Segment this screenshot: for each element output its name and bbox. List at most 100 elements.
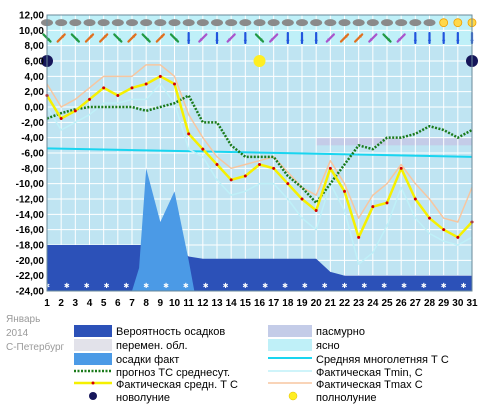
wind-arrowhead-icon xyxy=(103,34,108,38)
y-tick-label: -20,00 xyxy=(16,256,45,267)
tavg-point xyxy=(428,216,431,220)
cloud-icon xyxy=(281,19,294,27)
snow-mark: ✱ xyxy=(421,282,427,290)
x-tick-label: 4 xyxy=(87,298,93,309)
wind-arrowhead-icon xyxy=(174,38,179,42)
wind-arrowhead-icon xyxy=(47,38,51,42)
tavg-point xyxy=(158,74,162,78)
legend-newmoon-marker xyxy=(89,392,97,400)
y-tick-label: 0,00 xyxy=(25,103,45,114)
wind-arrowhead-icon xyxy=(146,38,150,42)
y-tick-label: -12,00 xyxy=(16,195,45,206)
y-tick-label: -6,00 xyxy=(21,149,44,160)
tavg-point xyxy=(116,94,120,97)
cloud-icon xyxy=(310,19,323,27)
tavg-point xyxy=(442,228,446,232)
legend-precip-prob-label: Вероятность осадков xyxy=(116,326,225,338)
cloud-icon xyxy=(182,19,195,27)
x-tick-label: 15 xyxy=(240,298,252,309)
cloud-icon xyxy=(196,19,209,27)
x-tick-label: 31 xyxy=(466,298,478,309)
fullmoon-marker xyxy=(253,55,266,67)
x-tick-label: 22 xyxy=(339,298,351,309)
snow-mark: ✱ xyxy=(461,282,467,290)
tavg-point xyxy=(343,189,346,193)
x-tick-label: 6 xyxy=(115,298,121,309)
tavg-point xyxy=(229,178,233,182)
x-tick-label: 16 xyxy=(254,298,266,309)
wind-arrowhead-icon xyxy=(441,39,446,43)
tavg-point xyxy=(102,86,106,90)
cloud-icon xyxy=(83,19,96,27)
cloud-icon xyxy=(126,19,138,27)
year-label: 2014 xyxy=(6,328,29,339)
y-tick-label: -24,00 xyxy=(16,287,45,298)
snow-mark: ✱ xyxy=(401,282,407,290)
legend-tavg-marker xyxy=(91,381,95,385)
tavg-point xyxy=(272,166,276,170)
x-tick-label: 14 xyxy=(226,298,238,309)
x-tick-label: 1 xyxy=(44,298,50,309)
wind-arrowhead-icon xyxy=(314,39,318,43)
cloud-icon xyxy=(253,19,266,27)
plot-border xyxy=(46,14,473,292)
wind-arrowhead-icon xyxy=(456,39,460,43)
y-tick-label: -2,00 xyxy=(21,118,44,129)
y-tick-label: 6,00 xyxy=(25,57,45,68)
tavg-point xyxy=(215,163,219,166)
x-tick-label: 23 xyxy=(353,298,365,309)
y-tick-label: 4,00 xyxy=(25,72,45,83)
wind-arrowhead-icon xyxy=(300,39,304,43)
snow-mark: ✱ xyxy=(322,282,328,290)
tavg-point xyxy=(328,166,332,170)
wind-arrowhead-icon xyxy=(259,38,264,42)
wind-arrowhead-icon xyxy=(61,34,65,38)
x-axis: 1 2 3 4 5 6 7 8 9 10 11 12 13 14 15 16 17 18 19 20 21 22 23 24 2… xyxy=(44,298,478,309)
legend-precip-prob-swatch xyxy=(74,325,112,337)
snow-mark: ✱ xyxy=(282,282,288,290)
legend-overcast-swatch xyxy=(268,325,312,337)
wind-arrowhead-icon xyxy=(118,38,122,42)
x-tick-label: 7 xyxy=(129,298,135,309)
tavg-point xyxy=(300,197,304,201)
legend-clear-swatch xyxy=(268,339,312,351)
cloud-icon xyxy=(154,19,167,27)
snow-mark: ✱ xyxy=(302,282,308,290)
tavg-point xyxy=(399,166,403,170)
wind-arrowhead-icon xyxy=(387,38,391,42)
tmin-line xyxy=(46,83,473,265)
tavg-point xyxy=(357,235,361,239)
x-tick-label: 10 xyxy=(169,298,181,309)
legend-newmoon-label: новолуние xyxy=(116,392,170,404)
tavg-point xyxy=(201,147,205,151)
x-tick-label: 18 xyxy=(282,298,294,309)
y-tick-label: 12,00 xyxy=(19,11,44,22)
wind-arrowhead-icon xyxy=(89,34,94,38)
cloud-icon xyxy=(55,19,68,27)
y-tick-label: -14,00 xyxy=(16,210,45,221)
x-tick-label: 8 xyxy=(143,298,149,309)
sun-icon xyxy=(439,18,449,28)
cloud-icon xyxy=(366,19,379,27)
cloud-icon xyxy=(296,19,308,27)
y-axis: 12,00 10,00 8,00 6,00 4,00 2,00 0,00 -2,00 -4,00… xyxy=(16,11,45,298)
longterm-line xyxy=(46,147,473,158)
y-tick-label: -4,00 xyxy=(21,133,44,144)
plot-area: ✱ ✱ ✱ ✱ ✱ ✱ ✱ ✱ ✱ ✱ ✱ ✱ ✱ ✱ ✱ ✱ ✱ ✱ ✱ ✱ ✱ ✱ xyxy=(41,14,478,292)
x-tick-label: 27 xyxy=(410,298,422,309)
x-tick-label: 13 xyxy=(211,298,223,309)
y-tick-label: 2,00 xyxy=(25,87,45,98)
x-tick-label: 21 xyxy=(325,298,337,309)
cloud-icon xyxy=(324,19,337,27)
x-tick-label: 3 xyxy=(73,298,79,309)
wind-arrowhead-icon xyxy=(270,38,274,42)
snow-mark: ✱ xyxy=(104,282,110,290)
month-label: Январь xyxy=(6,314,41,325)
wind-arrowhead-icon xyxy=(227,38,231,42)
wind-arrowhead-icon xyxy=(413,39,418,43)
city-label: С-Петербург xyxy=(6,342,65,353)
legend-tmax-label: Фактическая Tmax С xyxy=(316,379,423,391)
x-tick-label: 9 xyxy=(158,298,164,309)
y-tick-label: -22,00 xyxy=(16,271,45,282)
